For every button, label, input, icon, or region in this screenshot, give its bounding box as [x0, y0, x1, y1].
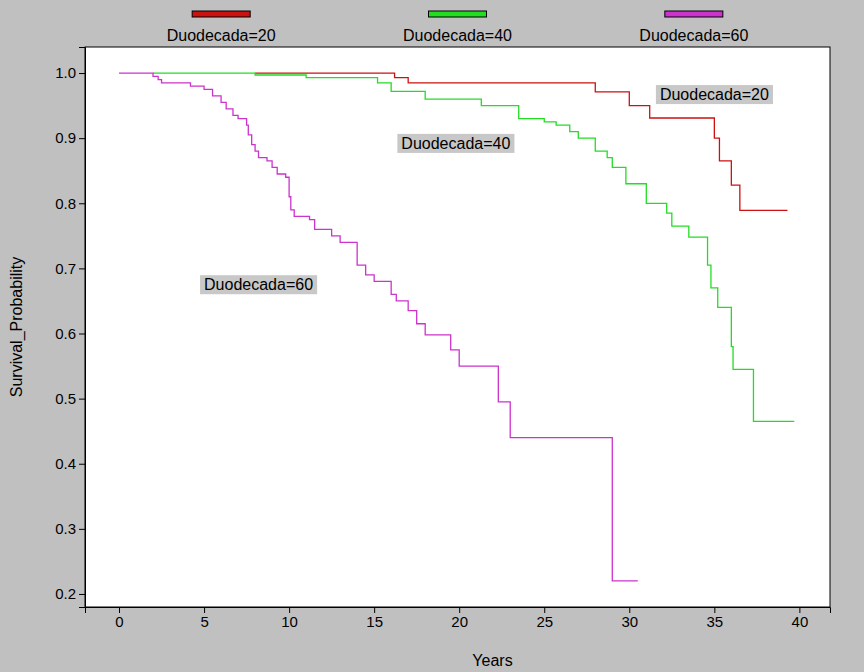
annotation-text: Duodecada=40 [401, 135, 510, 152]
x-tick: 0 [115, 607, 123, 630]
y-tick-label: 0.2 [55, 585, 76, 602]
y-tick: 0.8 [55, 195, 85, 212]
x-tick: 35 [706, 607, 723, 630]
x-tick-label: 15 [366, 613, 383, 630]
y-tick-mark [79, 73, 85, 74]
annotations: Duodecada=20 Duodecada=40 Duodecada=60 [200, 85, 773, 294]
y-tick-label: 0.9 [55, 129, 76, 146]
plot-area [85, 47, 830, 607]
y-tick-mark [79, 399, 85, 400]
x-tick: 5 [200, 607, 208, 630]
survival-line [255, 73, 787, 210]
x-tick: 30 [621, 607, 638, 630]
x-tick: 25 [536, 607, 553, 630]
x-tick-label: 35 [706, 613, 723, 630]
y-tick: 1.0 [55, 64, 85, 81]
y-tick: 0.5 [55, 390, 85, 407]
y-tick-mark [79, 268, 85, 269]
y-tick: 0.2 [55, 585, 85, 602]
y-tick-label: 1.0 [55, 64, 76, 81]
y-tick-mark [79, 138, 85, 139]
legend: Duodecada=20 Duodecada=40 Duodecada=60 [167, 11, 749, 44]
survival-line [153, 73, 794, 421]
annotation-text: Duodecada=20 [660, 86, 769, 103]
survival-line [119, 73, 638, 581]
legend-swatch [192, 11, 250, 17]
x-axis-title: Years [472, 652, 512, 669]
x-tick-label: 5 [200, 613, 208, 630]
x-tick: 40 [792, 607, 809, 630]
legend-item: Duodecada=40 [403, 11, 512, 44]
y-tick-label: 0.4 [55, 455, 76, 472]
legend-item: Duodecada=60 [639, 11, 748, 44]
y-tick-mark [79, 594, 85, 595]
annotation-text: Duodecada=60 [204, 276, 313, 293]
annotation-box [397, 134, 514, 153]
legend-swatch [665, 11, 723, 17]
legend-swatch [429, 11, 487, 17]
plot-frame [85, 47, 830, 607]
y-tick-mark [79, 203, 85, 204]
x-tick-label: 10 [281, 613, 298, 630]
background [0, 0, 864, 672]
x-tick-label: 20 [451, 613, 468, 630]
lines [119, 73, 794, 581]
x-tick: 10 [281, 607, 298, 630]
y-tick-label: 0.5 [55, 390, 76, 407]
x-tick-label: 0 [115, 613, 123, 630]
y-axis: 1.0 0.9 0.8 0.7 0.6 0.5 0.4 0.3 0.2 [55, 48, 85, 608]
y-tick-mark [79, 334, 85, 335]
y-tick: 0.9 [55, 129, 85, 146]
legend-item: Duodecada=20 [167, 11, 276, 44]
legend-label: Duodecada=60 [639, 27, 748, 44]
y-tick-label: 0.6 [55, 325, 76, 342]
legend-label: Duodecada=40 [403, 27, 512, 44]
y-tick-label: 0.3 [55, 520, 76, 537]
annotation: Duodecada=20 [656, 85, 773, 104]
y-tick: 0.3 [55, 520, 85, 537]
x-tick-label: 25 [536, 613, 553, 630]
y-tick: 0.4 [55, 455, 85, 472]
chart: 0 5 10 15 20 25 30 35 40 1.0 0.9 0.8 0.7 0.6 0.5 0.4 0.3… [0, 0, 864, 672]
x-tick-label: 40 [792, 613, 809, 630]
x-tick: 15 [366, 607, 383, 630]
y-tick-label: 0.7 [55, 260, 76, 277]
x-tick-label: 30 [621, 613, 638, 630]
y-tick-mark [79, 529, 85, 530]
x-tick: 20 [451, 607, 468, 630]
x-axis: 0 5 10 15 20 25 30 35 40 [86, 607, 831, 630]
y-tick: 0.6 [55, 325, 85, 342]
legend-label: Duodecada=20 [167, 27, 276, 44]
y-tick-mark [79, 464, 85, 465]
annotation-box [200, 275, 317, 294]
y-tick-label: 0.8 [55, 195, 76, 212]
annotation: Duodecada=60 [200, 275, 317, 294]
annotation: Duodecada=40 [397, 134, 514, 153]
annotation-box [656, 85, 773, 104]
y-tick: 0.7 [55, 260, 85, 277]
y-axis-title: Survival_Probability [8, 257, 26, 398]
